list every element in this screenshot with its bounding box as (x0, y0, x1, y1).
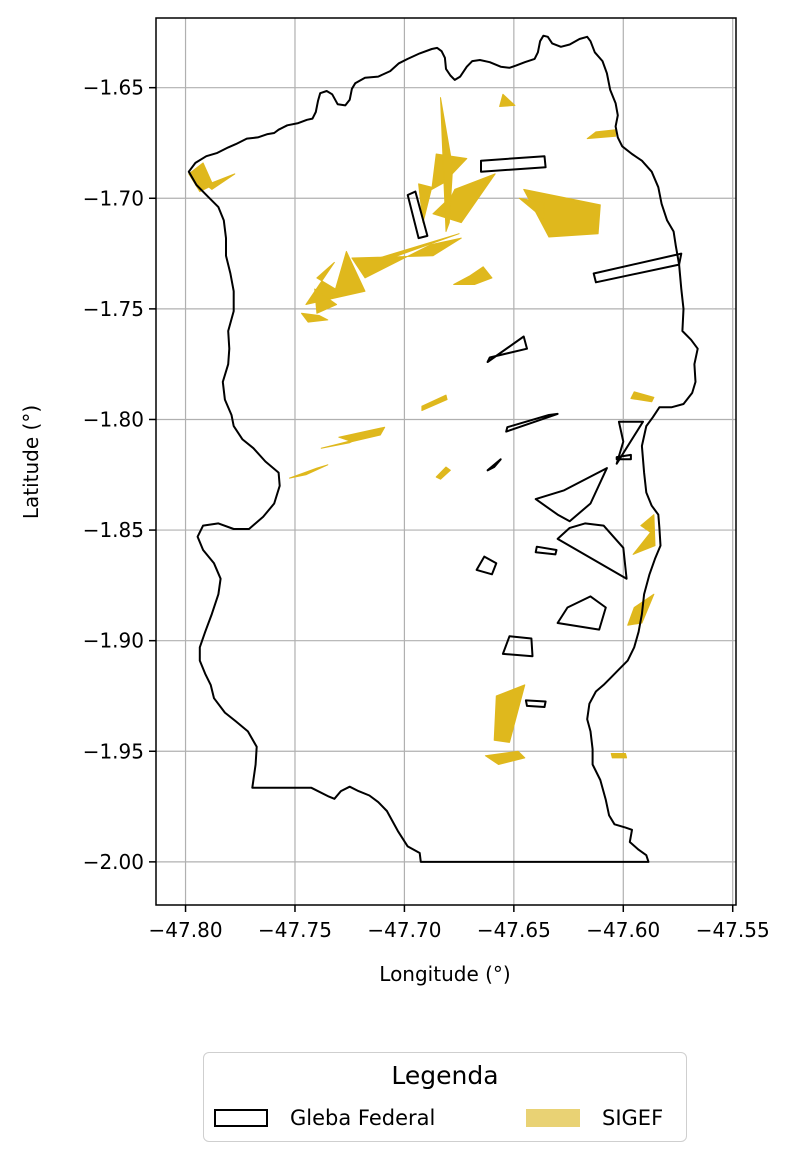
sigef-parcel (351, 237, 462, 279)
gleba-parcel (480, 155, 547, 173)
y-tick-label: −1.65 (83, 76, 144, 100)
x-axis-ticks: −47.80 −47.75 −47.70 −47.65 −47.60 −47.55 (149, 905, 770, 942)
sigef-parcel (421, 394, 448, 412)
y-tick-label: −2.00 (83, 850, 144, 874)
sigef-parcel (523, 188, 601, 238)
gleba-parcel (615, 420, 644, 465)
x-tick-label: −47.75 (258, 918, 332, 942)
legend-item-sigef: SIGEF (526, 1103, 663, 1133)
x-tick-label: −47.65 (477, 918, 551, 942)
legend-label-gleba-federal: Gleba Federal (290, 1106, 436, 1130)
x-tick-label: −47.55 (696, 918, 770, 942)
gleba-parcel (592, 252, 683, 284)
sigef-parcel (301, 312, 329, 323)
legend-swatch-gleba-federal (214, 1109, 268, 1127)
legend-title: Legenda (391, 1061, 499, 1090)
y-tick-label: −1.70 (83, 186, 144, 210)
sigef-parcel (289, 464, 329, 479)
sigef-parcel (418, 183, 433, 224)
sigef-parcel (314, 288, 338, 314)
gleba-parcel (556, 522, 628, 580)
y-tick-label: −1.85 (83, 518, 144, 542)
gleba-parcel (615, 453, 632, 461)
x-tick-label: −47.70 (367, 918, 441, 942)
sigef-parcel (586, 129, 617, 140)
x-tick-label: −47.80 (149, 918, 223, 942)
sigef-parcel (371, 233, 460, 261)
legend-swatch-sigef (526, 1109, 580, 1127)
sigef-parcel (338, 426, 386, 443)
sigef-parcel (205, 173, 236, 190)
sigef-parcel (440, 97, 454, 232)
plot-frame (155, 17, 737, 906)
sigef-parcel (632, 514, 656, 555)
sigef-layer (188, 93, 656, 765)
gleba-boundary (187, 34, 699, 863)
sigef-parcel (499, 93, 516, 107)
gleba-parcel (505, 412, 559, 433)
sigef-parcel (518, 197, 545, 219)
sigef-parcel (435, 466, 451, 480)
legend-label-sigef: SIGEF (602, 1106, 664, 1130)
gleba-parcel (501, 635, 534, 658)
gleba-parcel (486, 335, 528, 363)
sigef-parcel (305, 250, 366, 305)
y-tick-label: −1.90 (83, 629, 144, 653)
legend-item-gleba-federal: Gleba Federal (214, 1103, 435, 1133)
gleba-parcel (475, 555, 498, 576)
gleba-parcel (524, 699, 547, 708)
gleba-parcel (406, 190, 429, 240)
sigef-parcel (610, 753, 628, 759)
sigef-parcel (484, 750, 526, 765)
sigef-parcel (320, 438, 357, 449)
sigef-parcel (453, 266, 493, 285)
gleba-parcel (534, 545, 558, 556)
sigef-parcel (493, 684, 526, 743)
y-tick-label: −1.95 (83, 739, 144, 763)
gleba-parcel (556, 595, 607, 631)
x-axis-title: Longitude (°) (379, 962, 510, 986)
y-axis-title: Latitude (°) (19, 405, 43, 519)
x-tick-label: −47.60 (586, 918, 660, 942)
legend: Legenda Gleba Federal SIGEF (203, 1052, 687, 1142)
sigef-parcel (630, 391, 655, 403)
y-tick-label: −1.75 (83, 297, 144, 321)
gleba-parcel (486, 458, 502, 472)
gleba-parcel (534, 467, 608, 523)
y-axis-ticks: −1.65 −1.70 −1.75 −1.80 −1.85 −1.90 −1.95 −2.00 (83, 76, 156, 874)
gleba-layer (406, 155, 683, 708)
y-tick-label: −1.80 (83, 407, 144, 431)
sigef-parcel (627, 593, 655, 626)
